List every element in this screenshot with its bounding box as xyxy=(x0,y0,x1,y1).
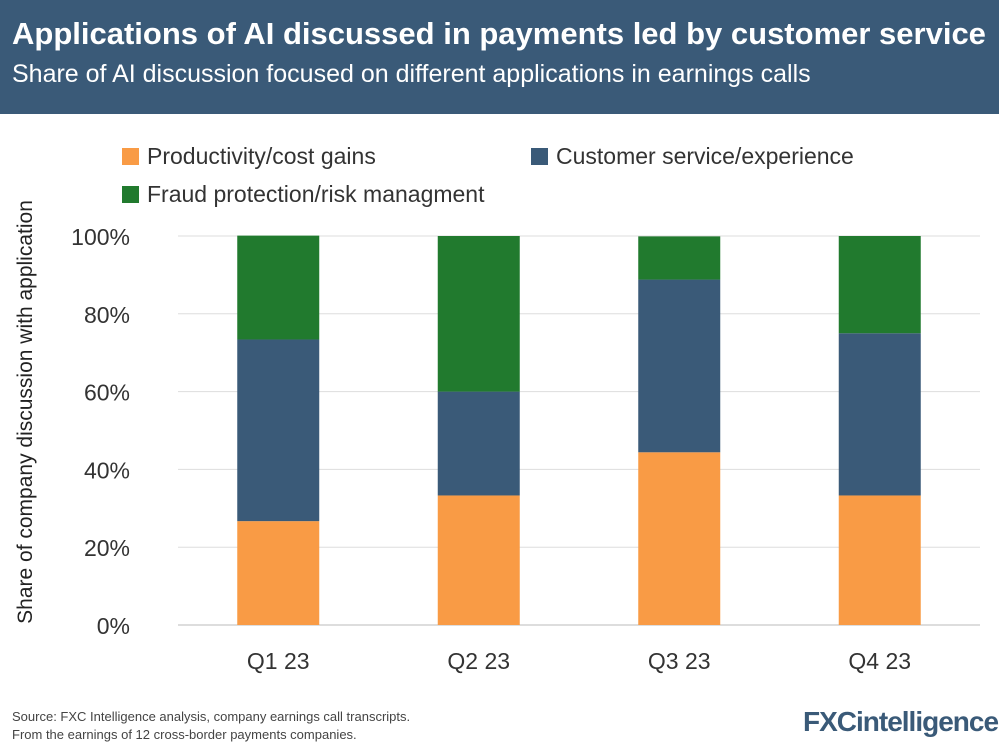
bar-segment xyxy=(237,521,320,625)
x-tick-label: Q4 23 xyxy=(848,648,911,674)
y-axis-label: Share of company discussion with applica… xyxy=(14,200,37,624)
bar-segment xyxy=(638,279,721,453)
bar-segment xyxy=(437,391,520,496)
legend-label: Customer service/experience xyxy=(556,143,854,169)
y-tick-label: 0% xyxy=(97,613,130,639)
legend-item-customer-service: Customer service/experience xyxy=(531,143,854,170)
x-tick-label: Q2 23 xyxy=(447,648,510,674)
bar-segment xyxy=(237,339,320,522)
y-tick-label: 100% xyxy=(71,224,130,250)
y-tick-label: 80% xyxy=(84,302,130,328)
fxc-logo: FXCintelligence xyxy=(803,706,999,737)
y-tick-label: 60% xyxy=(84,380,130,406)
x-tick-label: Q1 23 xyxy=(247,648,310,674)
bar-segment xyxy=(838,333,921,496)
legend-label: Fraud protection/risk managment xyxy=(147,181,485,207)
bar-segment xyxy=(638,236,721,280)
chart-subtitle: Share of AI discussion focused on differ… xyxy=(12,60,811,88)
legend-label: Productivity/cost gains xyxy=(147,143,376,169)
legend-item-fraud: Fraud protection/risk managment xyxy=(122,181,485,208)
y-tick-label: 40% xyxy=(84,457,130,483)
source-note: Source: FXC Intelligence analysis, compa… xyxy=(12,709,411,724)
bar-segment xyxy=(437,495,520,625)
header: Applications of AI discussed in payments… xyxy=(0,0,999,114)
x-tick-label: Q3 23 xyxy=(648,648,711,674)
bar-segment xyxy=(638,452,721,625)
legend-item-productivity: Productivity/cost gains xyxy=(122,143,376,170)
legend-swatch xyxy=(122,148,139,165)
bar-segment xyxy=(838,495,921,625)
y-tick-label: 20% xyxy=(84,535,130,561)
bar-segment xyxy=(437,236,520,392)
legend-swatch xyxy=(531,148,548,165)
bar-segment xyxy=(237,235,320,340)
bar-segment xyxy=(838,236,921,334)
legend-swatch xyxy=(122,186,139,203)
chart-title: Applications of AI discussed in payments… xyxy=(12,16,986,51)
source-note-2: From the earnings of 12 cross-border pay… xyxy=(12,727,357,742)
